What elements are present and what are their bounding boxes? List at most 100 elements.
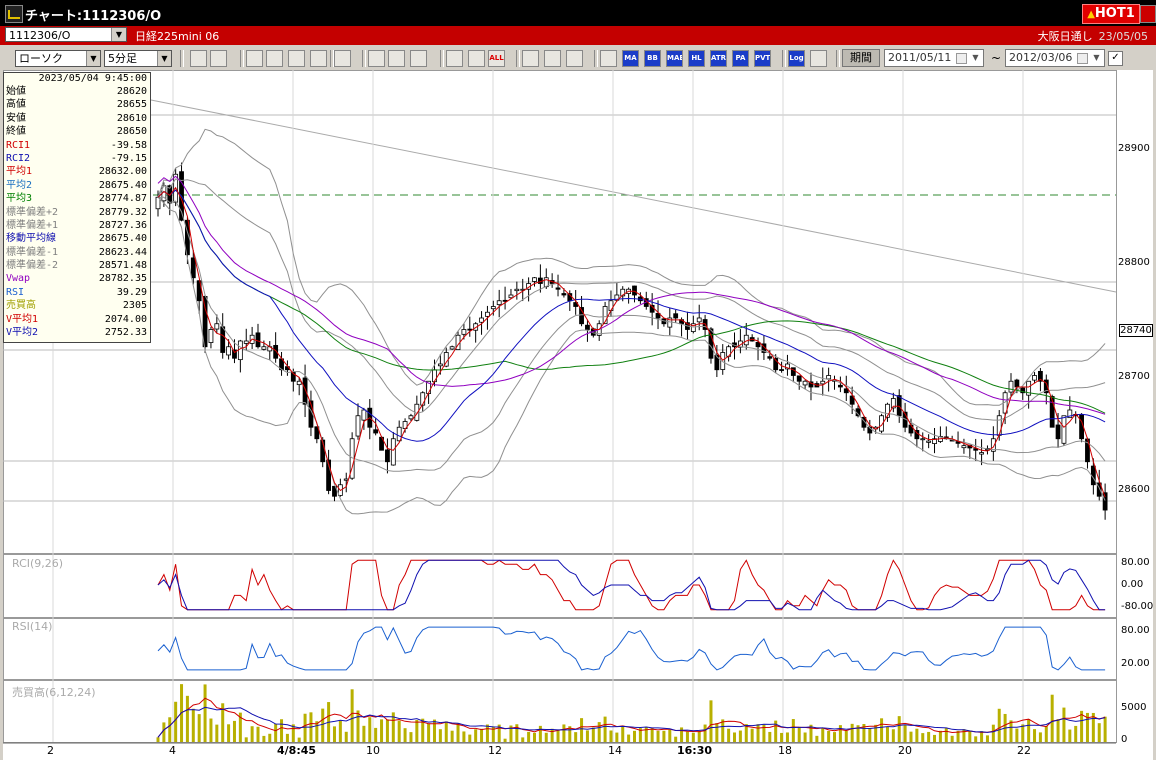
volume-bar [556, 730, 560, 742]
color-button[interactable] [566, 50, 583, 67]
volume-bar [468, 734, 472, 742]
download-button[interactable] [246, 50, 263, 67]
mae-button[interactable]: MAE [666, 50, 683, 67]
candle-body [973, 448, 979, 451]
volume-bar [691, 732, 695, 742]
candle-body [849, 395, 855, 405]
x-axis-label: 10 [366, 744, 380, 757]
zoom-button[interactable] [190, 50, 207, 67]
volume-bar [444, 721, 448, 742]
volume-bar [332, 726, 336, 742]
volume-bar [321, 708, 325, 742]
volume-bar [421, 718, 425, 742]
settings-button[interactable] [522, 50, 539, 67]
date-from-field[interactable]: 2011/05/11 ▼ [884, 49, 984, 67]
candle-body [1014, 379, 1020, 388]
flame-icon: ▲ [1087, 9, 1095, 20]
atr-button[interactable]: ATR [710, 50, 727, 67]
volume-bar [1056, 719, 1060, 742]
chevron-down-icon[interactable]: ▼ [972, 53, 979, 62]
candle-body [785, 363, 790, 370]
chart-area[interactable] [3, 70, 1153, 760]
pointer-button[interactable] [388, 50, 405, 67]
apply-checkbox[interactable]: ✓ [1108, 51, 1123, 66]
ma-button[interactable]: MA [622, 50, 639, 67]
symbol-code-combobox[interactable]: 1112306/O ▼ [5, 27, 127, 42]
x-axis-label: 16:30 [677, 744, 713, 757]
title-bar: チャート:1112306/O ▲HOT1 [0, 0, 1156, 26]
volume-bar [697, 731, 701, 742]
info-label: Vwap [6, 273, 31, 285]
tools-button[interactable] [544, 50, 561, 67]
arrows-button[interactable] [310, 50, 327, 67]
volume-bar [480, 728, 484, 742]
candle-body [632, 285, 637, 296]
volume-bar [356, 710, 360, 742]
period-button[interactable]: 期間 [842, 49, 880, 67]
export-button[interactable] [810, 50, 827, 67]
volume-bar [1068, 729, 1072, 742]
chevron-down-icon[interactable]: ▼ [157, 51, 171, 66]
volume-bar [491, 726, 495, 742]
x-axis-label: 22 [1017, 744, 1031, 757]
axis-tick-label: 80.00 [1121, 625, 1150, 636]
warning-button[interactable] [334, 50, 351, 67]
symbol-bar: 1112306/O ▼ 日経225mini 06 大阪日通し 23/05/05 [0, 26, 1156, 45]
info-row: 始値 28620 [4, 85, 150, 98]
chevron-down-icon[interactable]: ▼ [111, 28, 126, 41]
draw-button[interactable] [288, 50, 305, 67]
info-label: RCI1 [6, 139, 31, 151]
candle-body [696, 317, 702, 323]
toolbar-separator [440, 50, 444, 67]
volume-bar [797, 726, 801, 742]
candle-body [896, 395, 902, 417]
candle-right-button[interactable] [468, 50, 485, 67]
panel-frame [3, 554, 1117, 618]
volume-bar [215, 724, 219, 742]
candle-body [1061, 415, 1067, 444]
grid-button[interactable] [600, 50, 617, 67]
volume-bar [615, 732, 619, 742]
close-icon[interactable] [1140, 5, 1156, 23]
calendar-icon[interactable] [1077, 53, 1088, 64]
bb-button[interactable]: BB [644, 50, 661, 67]
chevron-down-icon[interactable]: ▼ [1093, 53, 1100, 62]
volume-bar [168, 717, 172, 742]
pencil-button[interactable] [368, 50, 385, 67]
chart-type-select[interactable]: ローソク ▼ [15, 50, 101, 67]
volume-bar [950, 735, 954, 742]
panel-frame [3, 618, 1117, 680]
candle-body [396, 426, 402, 442]
volume-bar [762, 724, 766, 742]
volume-bar [991, 724, 995, 742]
hl-button[interactable]: HL [688, 50, 705, 67]
crosshair-button[interactable] [210, 50, 227, 67]
hot1-badge[interactable]: ▲HOT1 [1082, 4, 1140, 24]
date-to-field[interactable]: 2012/03/06 ▼ [1005, 49, 1105, 67]
candle-body [990, 438, 996, 452]
volume-bar [550, 728, 554, 742]
info-row: V平均2 2752.33 [4, 326, 150, 339]
volume-bar [744, 724, 748, 742]
axis-tick-label: 0.00 [1121, 579, 1144, 590]
volume-bar [627, 734, 631, 742]
volume-bar [1091, 712, 1095, 742]
chevron-down-icon[interactable]: ▼ [86, 51, 100, 66]
volume-bar [268, 733, 272, 742]
candle-body [720, 352, 726, 370]
volume-bar [362, 725, 366, 742]
all-button[interactable]: ALL [488, 50, 505, 67]
volume-bar [538, 725, 542, 742]
log-button[interactable]: Log [788, 50, 805, 67]
parabolic-button[interactable]: PA [732, 50, 749, 67]
interval-select[interactable]: 5分足 ▼ [104, 50, 172, 67]
zoom-chart-button[interactable] [266, 50, 283, 67]
volume-bar [785, 732, 789, 742]
pvt-button[interactable]: PVT [754, 50, 771, 67]
calendar-icon[interactable] [956, 53, 967, 64]
candle-left-button[interactable] [446, 50, 463, 67]
return-button[interactable] [410, 50, 427, 67]
candle-body [961, 445, 967, 449]
volume-bar [868, 728, 872, 742]
chart-svg[interactable] [3, 70, 1153, 760]
